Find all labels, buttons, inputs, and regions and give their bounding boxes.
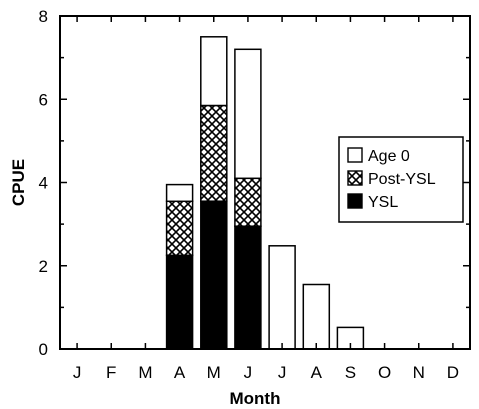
bar-age-0-3 xyxy=(165,183,194,203)
bar-age-0-5 xyxy=(234,48,262,180)
y-tick-label: 8 xyxy=(39,7,48,26)
x-tick-label: M xyxy=(138,363,152,382)
axes-group: 0 2 4 6 8 J F M A M J J A S O N D Month CPUE xyxy=(9,7,471,408)
y-tick-label: 0 xyxy=(39,340,48,359)
legend-label-age-0: Age 0 xyxy=(368,148,410,165)
bar-age-0-4 xyxy=(200,36,228,107)
x-tick-label: N xyxy=(413,363,425,382)
bar-post-ysl-4 xyxy=(200,104,228,202)
legend-swatch-age-0 xyxy=(347,147,363,163)
x-tick-label: O xyxy=(378,363,391,382)
y-axis-title: CPUE xyxy=(9,159,28,206)
bars-group xyxy=(165,36,365,350)
bar-age-0-7 xyxy=(302,283,331,350)
y-tick-label: 2 xyxy=(39,257,48,276)
x-tick-label: F xyxy=(106,363,116,382)
x-tick-label: D xyxy=(447,363,459,382)
x-tick-label: A xyxy=(311,363,323,382)
x-tick-label: S xyxy=(345,363,356,382)
bar-post-ysl-5 xyxy=(234,177,262,227)
x-tick-label: M xyxy=(207,363,221,382)
x-tick-label: J xyxy=(244,363,253,382)
bar-ysl-4 xyxy=(200,200,228,350)
legend: Age 0 Post-YSL YSL xyxy=(338,136,464,223)
legend-label-ysl: YSL xyxy=(368,194,398,211)
bar-ysl-3 xyxy=(165,254,194,350)
legend-label-post-ysl: Post-YSL xyxy=(368,171,436,188)
y-tick-label: 6 xyxy=(39,90,48,109)
bar-ysl-5 xyxy=(234,225,262,350)
x-tick-label: J xyxy=(278,363,287,382)
legend-swatch-ysl xyxy=(347,193,363,209)
x-tick-label: J xyxy=(73,363,82,382)
x-tick-label: A xyxy=(174,363,186,382)
x-axis-title: Month xyxy=(230,389,281,408)
y-tick-label: 4 xyxy=(39,174,48,193)
legend-swatch-post-ysl xyxy=(347,170,363,186)
bar-age-0-6 xyxy=(268,245,296,350)
bar-post-ysl-3 xyxy=(165,200,194,257)
